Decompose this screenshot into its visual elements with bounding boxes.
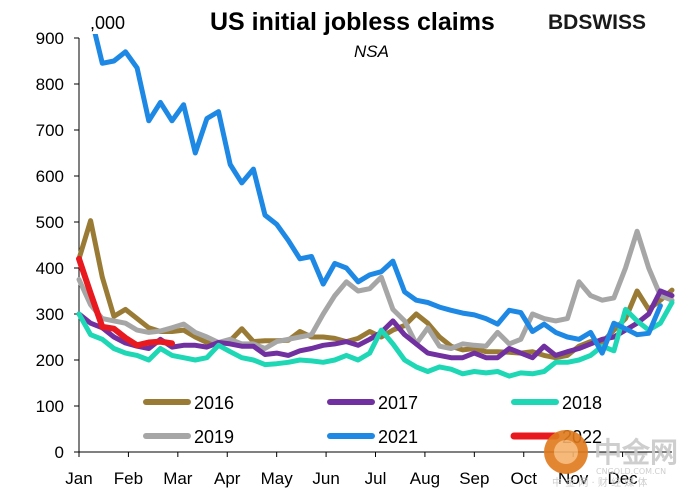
y-tick-label: 500 (36, 213, 64, 232)
x-tick-label: May (261, 469, 294, 488)
x-tick-label: Jul (365, 469, 387, 488)
y-tick-label: 400 (36, 259, 64, 278)
series-line-2021 (92, 34, 663, 356)
y-tick-label: 600 (36, 167, 64, 186)
legend-label-2018: 2018 (562, 393, 602, 413)
brand-logo-text: BDSWISS (548, 11, 646, 34)
y-tick-label: 800 (36, 75, 64, 94)
x-tick-label: Feb (114, 469, 143, 488)
series-line-2017 (76, 288, 675, 361)
watermark-name: 中金网 (594, 436, 678, 469)
watermark-domain: CNGOLD.COM.CN (596, 467, 666, 476)
chart-title: US initial jobless claims (210, 8, 495, 36)
x-tick-label: Oct (511, 469, 538, 488)
series-line-2018 (76, 300, 675, 379)
legend-label-2016: 2016 (194, 393, 234, 413)
y-tick-label: 0 (55, 443, 64, 462)
watermark-tagline: 中 金 网 · 财 经 媒 体 (552, 476, 647, 489)
series-line-2022 (76, 255, 175, 349)
series-layer (76, 34, 675, 379)
x-tick-label: Jun (312, 469, 339, 488)
x-tick-label: Sep (459, 469, 489, 488)
chart-subtitle: NSA (354, 42, 389, 61)
x-tick-label: Dec (607, 469, 638, 488)
y-tick-label: 900 (36, 29, 64, 48)
y-tick-label: 100 (36, 397, 64, 416)
legend-label-2019: 2019 (194, 427, 234, 447)
legend-label-2021: 2021 (378, 427, 418, 447)
watermark: 中金网 CNGOLD.COM.CN 中 金 网 · 财 经 媒 体 (544, 430, 678, 489)
legend: 201620172018201920212022 (143, 393, 602, 447)
unit-label: ,000 (90, 13, 125, 33)
x-tick-label: Jan (65, 469, 92, 488)
brand-logo: BDSWISS (548, 11, 646, 34)
x-tick-label: Mar (163, 469, 193, 488)
y-tick-label: 300 (36, 305, 64, 324)
legend-label-2017: 2017 (378, 393, 418, 413)
x-tick-label: Apr (214, 469, 241, 488)
watermark-logo-inner (554, 440, 578, 464)
plot-area (76, 34, 675, 379)
x-tick-label: Aug (410, 469, 440, 488)
y-tick-label: 700 (36, 121, 64, 140)
y-tick-label: 200 (36, 351, 64, 370)
tick-labels: 0 100 200 300 400 500 600 700 800 900 Jan Feb Mar Apr… (36, 29, 639, 488)
series-line-2019 (76, 228, 675, 351)
